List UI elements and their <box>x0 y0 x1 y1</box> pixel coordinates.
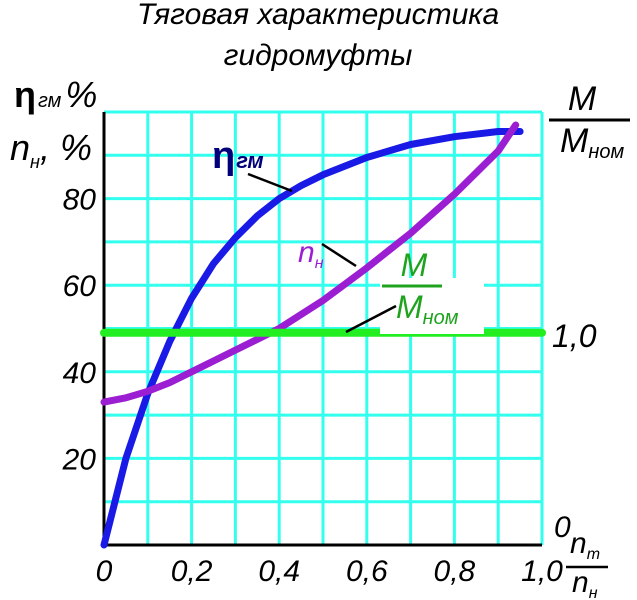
x-tick-label: 0 <box>96 555 113 588</box>
label-m-mnom-leader <box>345 304 397 334</box>
label-m-mnom-numerator: M <box>401 247 428 283</box>
y-tick-label: 40 <box>63 357 97 390</box>
chart-title-line1: Тяговая характеристика <box>137 0 499 31</box>
right-axis-label: M Mном <box>549 80 630 163</box>
x-axis-tick-labels: 0 0,2 0,4 0,6 0,8 1,0 <box>96 555 564 588</box>
y-tick-label: 20 <box>62 443 97 476</box>
curve-eta-gm <box>100 128 524 549</box>
left-axis-tick-labels: 20 40 60 80 <box>62 184 97 477</box>
right-axis-label-numerator: M <box>568 80 597 118</box>
label-m-mnom: M Mном <box>345 247 484 334</box>
label-eta-gm-text: ηгм <box>212 135 264 177</box>
left-axis-label-nn: nн, % <box>10 127 92 172</box>
left-axis-label-eta: η гм% <box>14 74 97 115</box>
x-tick-label: 1,0 <box>521 555 563 588</box>
x-tick-label: 0,6 <box>346 555 388 588</box>
x-axis-label-denominator: nн <box>572 566 598 600</box>
right-axis-label-denominator: Mном <box>560 122 624 163</box>
x-axis-label-numerator: nт <box>570 527 600 563</box>
x-axis-label: nт nн <box>566 527 608 600</box>
x-tick-label: 0,2 <box>171 555 213 588</box>
label-m-mnom-denominator: Mном <box>396 289 459 329</box>
label-nn-text: nн <box>298 236 324 272</box>
y-tick-label: 60 <box>63 270 97 303</box>
label-nn-leader <box>321 242 357 268</box>
label-eta-gm-leader <box>247 172 293 193</box>
plot-grid <box>102 110 544 547</box>
label-eta-gm: ηгм <box>212 135 293 193</box>
label-nn: nн <box>298 236 357 272</box>
x-tick-label: 0,8 <box>434 555 476 588</box>
right-axis-tick-1-0: 1,0 <box>552 318 597 354</box>
chart-title-line2: гидромуфты <box>224 39 413 72</box>
x-tick-label: 0,4 <box>258 555 300 588</box>
y-tick-label: 80 <box>63 184 97 217</box>
right-axis-tick-0: 0 <box>554 511 571 544</box>
